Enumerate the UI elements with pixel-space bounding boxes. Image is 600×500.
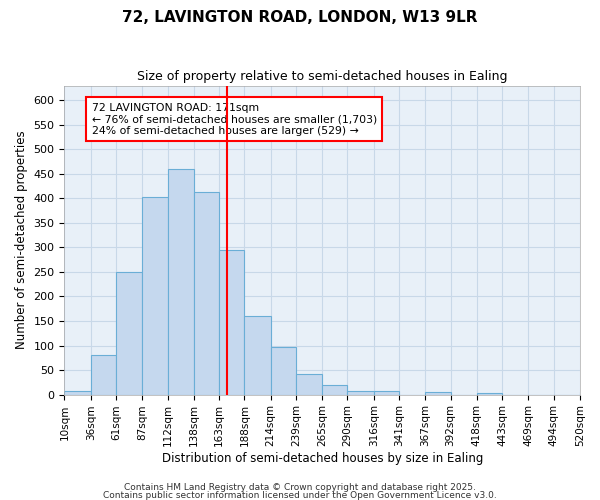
Text: 72, LAVINGTON ROAD, LONDON, W13 9LR: 72, LAVINGTON ROAD, LONDON, W13 9LR: [122, 10, 478, 25]
Title: Size of property relative to semi-detached houses in Ealing: Size of property relative to semi-detach…: [137, 70, 508, 83]
Bar: [296, 374, 322, 394]
Text: Contains HM Land Registry data © Crown copyright and database right 2025.: Contains HM Land Registry data © Crown c…: [124, 484, 476, 492]
Bar: [347, 391, 374, 394]
Bar: [142, 197, 167, 394]
Bar: [580, 392, 600, 394]
Bar: [116, 272, 142, 394]
Bar: [64, 390, 91, 394]
Y-axis label: Number of semi-detached properties: Number of semi-detached properties: [15, 131, 28, 350]
Bar: [374, 391, 399, 394]
X-axis label: Distribution of semi-detached houses by size in Ealing: Distribution of semi-detached houses by …: [161, 452, 483, 465]
Text: Contains public sector information licensed under the Open Government Licence v3: Contains public sector information licen…: [103, 490, 497, 500]
Bar: [167, 169, 194, 394]
Bar: [194, 192, 219, 394]
Bar: [91, 356, 116, 395]
Bar: [244, 316, 271, 394]
Bar: [271, 346, 296, 395]
Bar: [322, 385, 347, 394]
Bar: [219, 250, 244, 394]
Bar: [425, 392, 451, 394]
Bar: [477, 393, 502, 394]
Text: 72 LAVINGTON ROAD: 171sqm
← 76% of semi-detached houses are smaller (1,703)
24% : 72 LAVINGTON ROAD: 171sqm ← 76% of semi-…: [92, 102, 377, 136]
